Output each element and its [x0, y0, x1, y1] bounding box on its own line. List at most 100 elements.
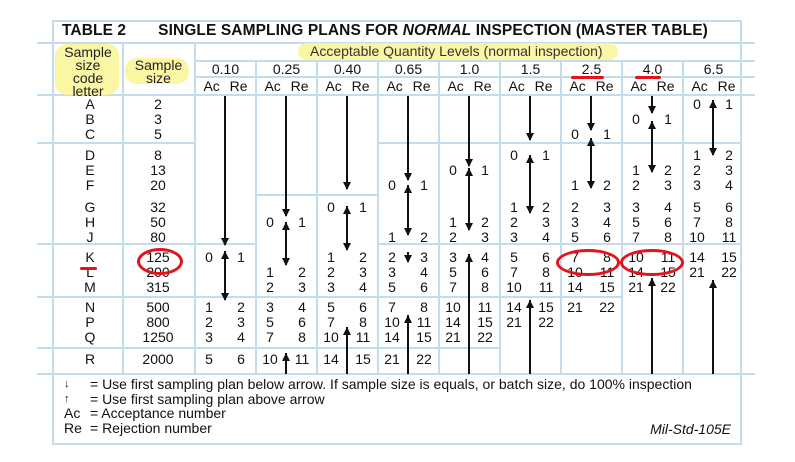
down-arrow-icon	[648, 165, 656, 173]
code-letter: B	[85, 111, 95, 127]
down-arrow-icon: ↓	[64, 378, 70, 390]
grid-group1-bottom	[37, 142, 195, 144]
up-arrow-icon	[404, 315, 412, 323]
ac-value: 2	[571, 199, 579, 215]
ac-value: 3	[266, 299, 274, 315]
re-value: 3	[725, 162, 733, 178]
highlight-aql-header	[298, 43, 618, 60]
re-value: 22	[538, 314, 554, 330]
grid-table-bottom	[37, 373, 755, 375]
ac-value: 1	[693, 147, 701, 163]
title-text-after: INSPECTION (MASTER TABLE)	[471, 22, 708, 39]
ac-re-header: Ac Re	[691, 78, 736, 94]
aql-0.25: 0.25	[272, 61, 301, 77]
re-value: 6	[603, 229, 611, 245]
arrow-line	[468, 254, 470, 374]
arrow-line	[468, 96, 470, 166]
re-value: 4	[664, 199, 672, 215]
re-value: 2	[664, 162, 672, 178]
grid-col	[377, 60, 379, 375]
re-value: 4	[237, 329, 245, 345]
sep	[439, 243, 500, 245]
re-value: 8	[420, 299, 428, 315]
re-value: 11	[477, 299, 493, 315]
arrow-line	[346, 327, 348, 374]
re-value: 11	[416, 314, 432, 330]
down-arrow-icon	[404, 173, 412, 181]
re-value: 4	[603, 214, 611, 230]
re-value: 15	[599, 279, 615, 295]
ac-value: 7	[693, 214, 701, 230]
re-value: 15	[416, 329, 432, 345]
ac-re-header: Ac Re	[264, 78, 309, 94]
circle-plan-2.5-k	[556, 249, 620, 276]
ac-value: 21	[445, 329, 461, 345]
ac-value: 0	[266, 214, 274, 230]
grid-group6-top	[37, 347, 195, 349]
re-value: 2	[481, 214, 489, 230]
up-arrow-icon	[282, 222, 290, 230]
down-arrow-icon	[221, 293, 229, 301]
ac-value: 3	[632, 199, 640, 215]
ac-value: 14	[506, 299, 522, 315]
ac-value: 21	[506, 314, 522, 330]
sample-size: 5	[154, 126, 162, 142]
re-value: 3	[664, 177, 672, 193]
ac-value: 21	[384, 351, 400, 367]
down-arrow-icon	[404, 255, 412, 263]
ac-re-header: Ac Re	[630, 78, 675, 94]
circle-size-125	[137, 248, 183, 275]
re-value: 2	[725, 147, 733, 163]
ac-value: 1	[266, 264, 274, 280]
ac-value: 7	[327, 314, 335, 330]
up-arrow-icon	[709, 100, 717, 108]
arrow-line	[285, 96, 287, 216]
re-value: 6	[481, 264, 489, 280]
down-arrow-icon	[709, 148, 717, 156]
sample-size: 315	[146, 279, 170, 295]
grid-col	[499, 60, 501, 375]
ac-value: 14	[384, 329, 400, 345]
ac-value: 2	[693, 162, 701, 178]
re-value: 8	[359, 314, 367, 330]
re-value: 22	[660, 279, 676, 295]
sample-size: 2	[154, 96, 162, 112]
aql-0.10: 0.10	[211, 61, 240, 77]
re-value: 4	[725, 177, 733, 193]
aql-4.0: 4.0	[642, 61, 663, 77]
ac-value: 3	[205, 329, 213, 345]
underline-aql-4.0	[635, 76, 661, 79]
arrow-line	[468, 168, 470, 230]
re-value: 1	[359, 199, 367, 215]
ac-value: 1	[388, 229, 396, 245]
re-value: 2	[237, 299, 245, 315]
grid-group5-top	[37, 296, 195, 298]
grid-left	[52, 20, 54, 445]
up-arrow-icon	[343, 327, 351, 335]
arrow-line	[529, 96, 531, 140]
ac-re-header: Ac Re	[447, 78, 492, 94]
code-letter: H	[84, 214, 96, 230]
ac-re-header: Ac Re	[203, 78, 248, 94]
legend-re: Re = Rejection number	[64, 420, 692, 436]
aql-0.65: 0.65	[394, 61, 423, 77]
grid-col	[316, 60, 318, 375]
down-arrow-icon	[343, 243, 351, 251]
arrow-line	[529, 155, 531, 213]
ac-value: 1	[510, 199, 518, 215]
arrow-line	[285, 222, 287, 265]
aql-0.40: 0.40	[333, 61, 362, 77]
ac-value: 21	[689, 264, 705, 280]
grid-col	[621, 60, 623, 375]
up-arrow-icon	[648, 278, 656, 286]
up-arrow-icon	[343, 206, 351, 214]
code-letter: C	[84, 126, 96, 142]
ac-value: 7	[266, 329, 274, 345]
header-line: Sample	[134, 57, 183, 73]
ac-value: 5	[510, 249, 518, 265]
re-value: 4	[298, 299, 306, 315]
sep	[195, 347, 256, 349]
arrow-line	[651, 278, 653, 374]
grid-col	[560, 60, 562, 375]
re-value: 8	[542, 264, 550, 280]
